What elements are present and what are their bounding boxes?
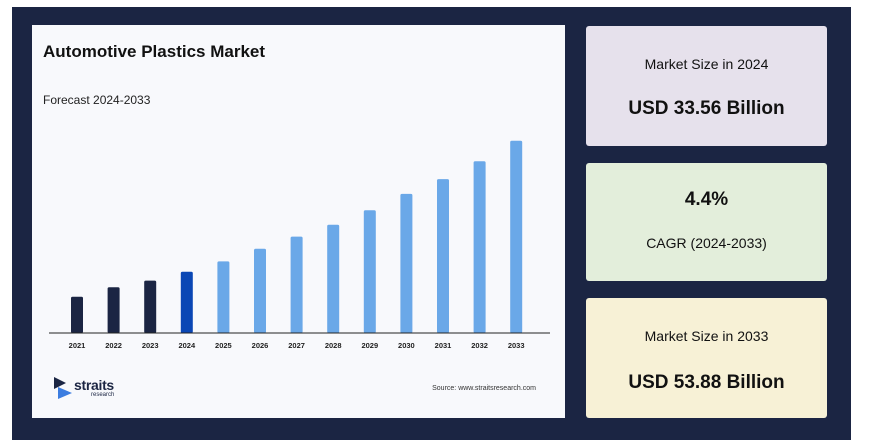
- card-label: Market Size in 2024: [644, 56, 769, 72]
- x-tick-label: 2029: [361, 341, 378, 350]
- bar-group: [71, 140, 523, 333]
- cagr-card: 4.4% CAGR (2024-2033): [586, 163, 827, 281]
- x-tick-label: 2022: [105, 341, 122, 350]
- x-tick-label: 2033: [508, 341, 525, 350]
- bar-2026: [254, 248, 266, 333]
- card-label: CAGR (2024-2033): [646, 235, 767, 251]
- logo-text: straits: [74, 377, 114, 393]
- bar-2028: [327, 224, 340, 333]
- x-tick-label: 2023: [142, 341, 159, 350]
- card-value: 4.4%: [684, 189, 729, 210]
- x-tick-label: 2024: [178, 341, 196, 350]
- card-value: USD 53.88 Billion: [628, 372, 785, 393]
- bar-2027: [290, 236, 303, 333]
- card-label: Market Size in 2033: [644, 328, 769, 344]
- bar-2029: [363, 210, 376, 333]
- chart-subtitle: Forecast 2024-2033: [43, 93, 151, 107]
- x-tick-label: 2025: [215, 341, 232, 350]
- x-tick-label: 2031: [435, 341, 452, 350]
- bar-2024: [180, 271, 193, 333]
- card-value: USD 33.56 Billion: [628, 98, 785, 119]
- chart-panel: Automotive Plastics Market Forecast 2024…: [32, 25, 565, 418]
- straits-logo: straits research: [52, 375, 132, 405]
- bar-2022: [107, 287, 120, 333]
- chart-title: Automotive Plastics Market: [43, 42, 266, 61]
- x-tick-label: 2028: [325, 341, 342, 350]
- x-tick-label: 2030: [398, 341, 415, 350]
- x-tick-label: 2026: [252, 341, 269, 350]
- x-tick-label: 2032: [471, 341, 488, 350]
- bar-2025: [217, 261, 230, 333]
- bar-2033: [510, 140, 523, 333]
- straits-logo-icon: [54, 377, 72, 399]
- market-size-2024-card: Market Size in 2024 USD 33.56 Billion: [586, 26, 827, 146]
- bar-chart: 2021 2022 2023 2024 2025 2026 2027 2028 2029 2030…: [49, 140, 550, 350]
- x-tick-label: 2021: [69, 341, 86, 350]
- logo-subtext: research: [91, 392, 115, 398]
- x-tick-label: 2027: [288, 341, 305, 350]
- market-size-2033-card: Market Size in 2033 USD 53.88 Billion: [586, 298, 827, 418]
- bar-2031: [437, 179, 449, 333]
- bar-2023: [144, 280, 157, 333]
- x-tick-labels: 2021 2022 2023 2024 2025 2026 2027 2028 2029 2030…: [69, 341, 525, 350]
- bar-2030: [400, 193, 413, 333]
- source-text: Source: www.straitsresearch.com: [432, 385, 536, 392]
- bar-2032: [473, 161, 486, 333]
- bar-2021: [71, 296, 83, 333]
